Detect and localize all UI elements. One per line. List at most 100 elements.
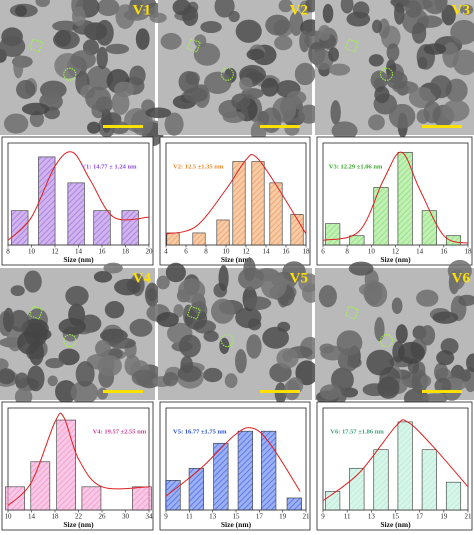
x-tick-label: 16 [99, 248, 107, 256]
bar [93, 210, 111, 246]
x-tick-label: 9 [321, 513, 325, 521]
x-tick-label: 21 [465, 513, 473, 521]
x-tick-label: 8 [6, 248, 10, 256]
fit-curve [7, 412, 150, 506]
x-tick-label: 22 [75, 513, 83, 521]
x-tick-label: 8 [345, 248, 349, 256]
bar [349, 235, 365, 246]
x-axis-label: Size (nm) [221, 520, 252, 529]
x-tick-label: 12 [243, 248, 251, 256]
x-tick-label: 15 [233, 513, 241, 521]
fit-curve [322, 151, 469, 244]
x-tick-label: 26 [99, 513, 107, 521]
tem-image [0, 0, 166, 147]
bar [421, 210, 437, 246]
bar [81, 486, 102, 511]
scale-bar [260, 390, 300, 393]
chart-frame [1, 401, 154, 531]
x-tick-label: 11 [186, 513, 193, 521]
scale-bar [103, 390, 143, 393]
x-tick-label: 12 [392, 248, 400, 256]
x-tick-label: 10 [5, 513, 13, 521]
x-tick-label: 14 [263, 248, 271, 256]
bar [397, 151, 413, 246]
bar [269, 182, 283, 246]
scale-bar [422, 390, 462, 393]
annotation: V6: 17.57 ±1.86 nm [330, 428, 384, 435]
x-axis-label: Size (nm) [63, 255, 94, 264]
panel-label: V1 [133, 2, 151, 18]
x-tick-label: 19 [440, 513, 448, 521]
x-tick-label: 17 [256, 513, 264, 521]
x-tick-label: 14 [75, 248, 83, 256]
fit-curve [322, 419, 469, 502]
bar [261, 430, 277, 511]
x-tick-label: 30 [122, 513, 130, 521]
panel-label: V5 [290, 270, 308, 286]
bar [397, 421, 413, 511]
bar [192, 232, 206, 246]
x-tick-label: 6 [184, 248, 188, 256]
x-axis-label: Size (nm) [63, 520, 94, 529]
x-tick-label: 18 [303, 248, 311, 256]
x-tick-label: 13 [368, 513, 376, 521]
x-tick-label: 16 [283, 248, 291, 256]
scale-bar [260, 125, 300, 128]
tem-image [145, 0, 322, 143]
panel-label: V2 [290, 2, 308, 18]
bar [286, 497, 302, 511]
bar [237, 430, 253, 511]
x-tick-label: 18 [465, 248, 473, 256]
annotation: V1: 14.77 ± 1.24 nm [81, 163, 137, 170]
annotation: V4: 19.57 ±2.55 nm [93, 428, 147, 435]
x-axis-label: Size (nm) [380, 255, 411, 264]
x-tick-label: 12 [52, 248, 60, 256]
x-tick-label: 14 [28, 513, 36, 521]
x-tick-label: 20 [146, 248, 154, 256]
bar [325, 223, 341, 246]
bar [216, 219, 230, 246]
x-tick-label: 19 [279, 513, 287, 521]
bar [188, 467, 204, 511]
x-tick-label: 18 [122, 248, 130, 256]
x-tick-label: 11 [344, 513, 351, 521]
x-tick-label: 21 [303, 513, 311, 521]
annotation: V5: 16.77 ±1.75 nm [173, 428, 227, 435]
x-tick-label: 10 [368, 248, 376, 256]
fit-curve [7, 151, 150, 241]
tem-image [304, 0, 474, 141]
x-tick-label: 10 [223, 248, 231, 256]
bar [232, 161, 246, 246]
annotation: V3: 12.29 ±1.06 nm [329, 163, 383, 170]
bar [121, 210, 139, 246]
x-tick-label: 6 [321, 248, 325, 256]
x-tick-label: 16 [440, 248, 448, 256]
x-tick-label: 18 [52, 513, 60, 521]
fit-curve [165, 427, 301, 497]
bar [251, 161, 265, 246]
bar [445, 235, 462, 246]
bar [11, 210, 29, 246]
x-tick-label: 34 [146, 513, 154, 521]
bar [132, 486, 152, 511]
bar [30, 461, 51, 511]
x-tick-label: 4 [164, 248, 168, 256]
x-tick-label: 15 [392, 513, 400, 521]
x-tick-label: 8 [204, 248, 208, 256]
chart-frame [159, 401, 311, 531]
scale-bar [422, 125, 462, 128]
fit-curve [165, 154, 307, 235]
bar [56, 419, 76, 511]
scale-bar [103, 125, 143, 128]
bar [166, 232, 180, 246]
bar [349, 467, 365, 511]
tem-image [315, 259, 474, 409]
x-tick-label: 17 [416, 513, 424, 521]
x-axis-label: Size (nm) [221, 255, 252, 264]
chart-frame [316, 136, 473, 266]
bar [5, 486, 25, 511]
x-tick-label: 14 [416, 248, 424, 256]
tem-image [146, 257, 321, 404]
tem-image [0, 262, 163, 406]
